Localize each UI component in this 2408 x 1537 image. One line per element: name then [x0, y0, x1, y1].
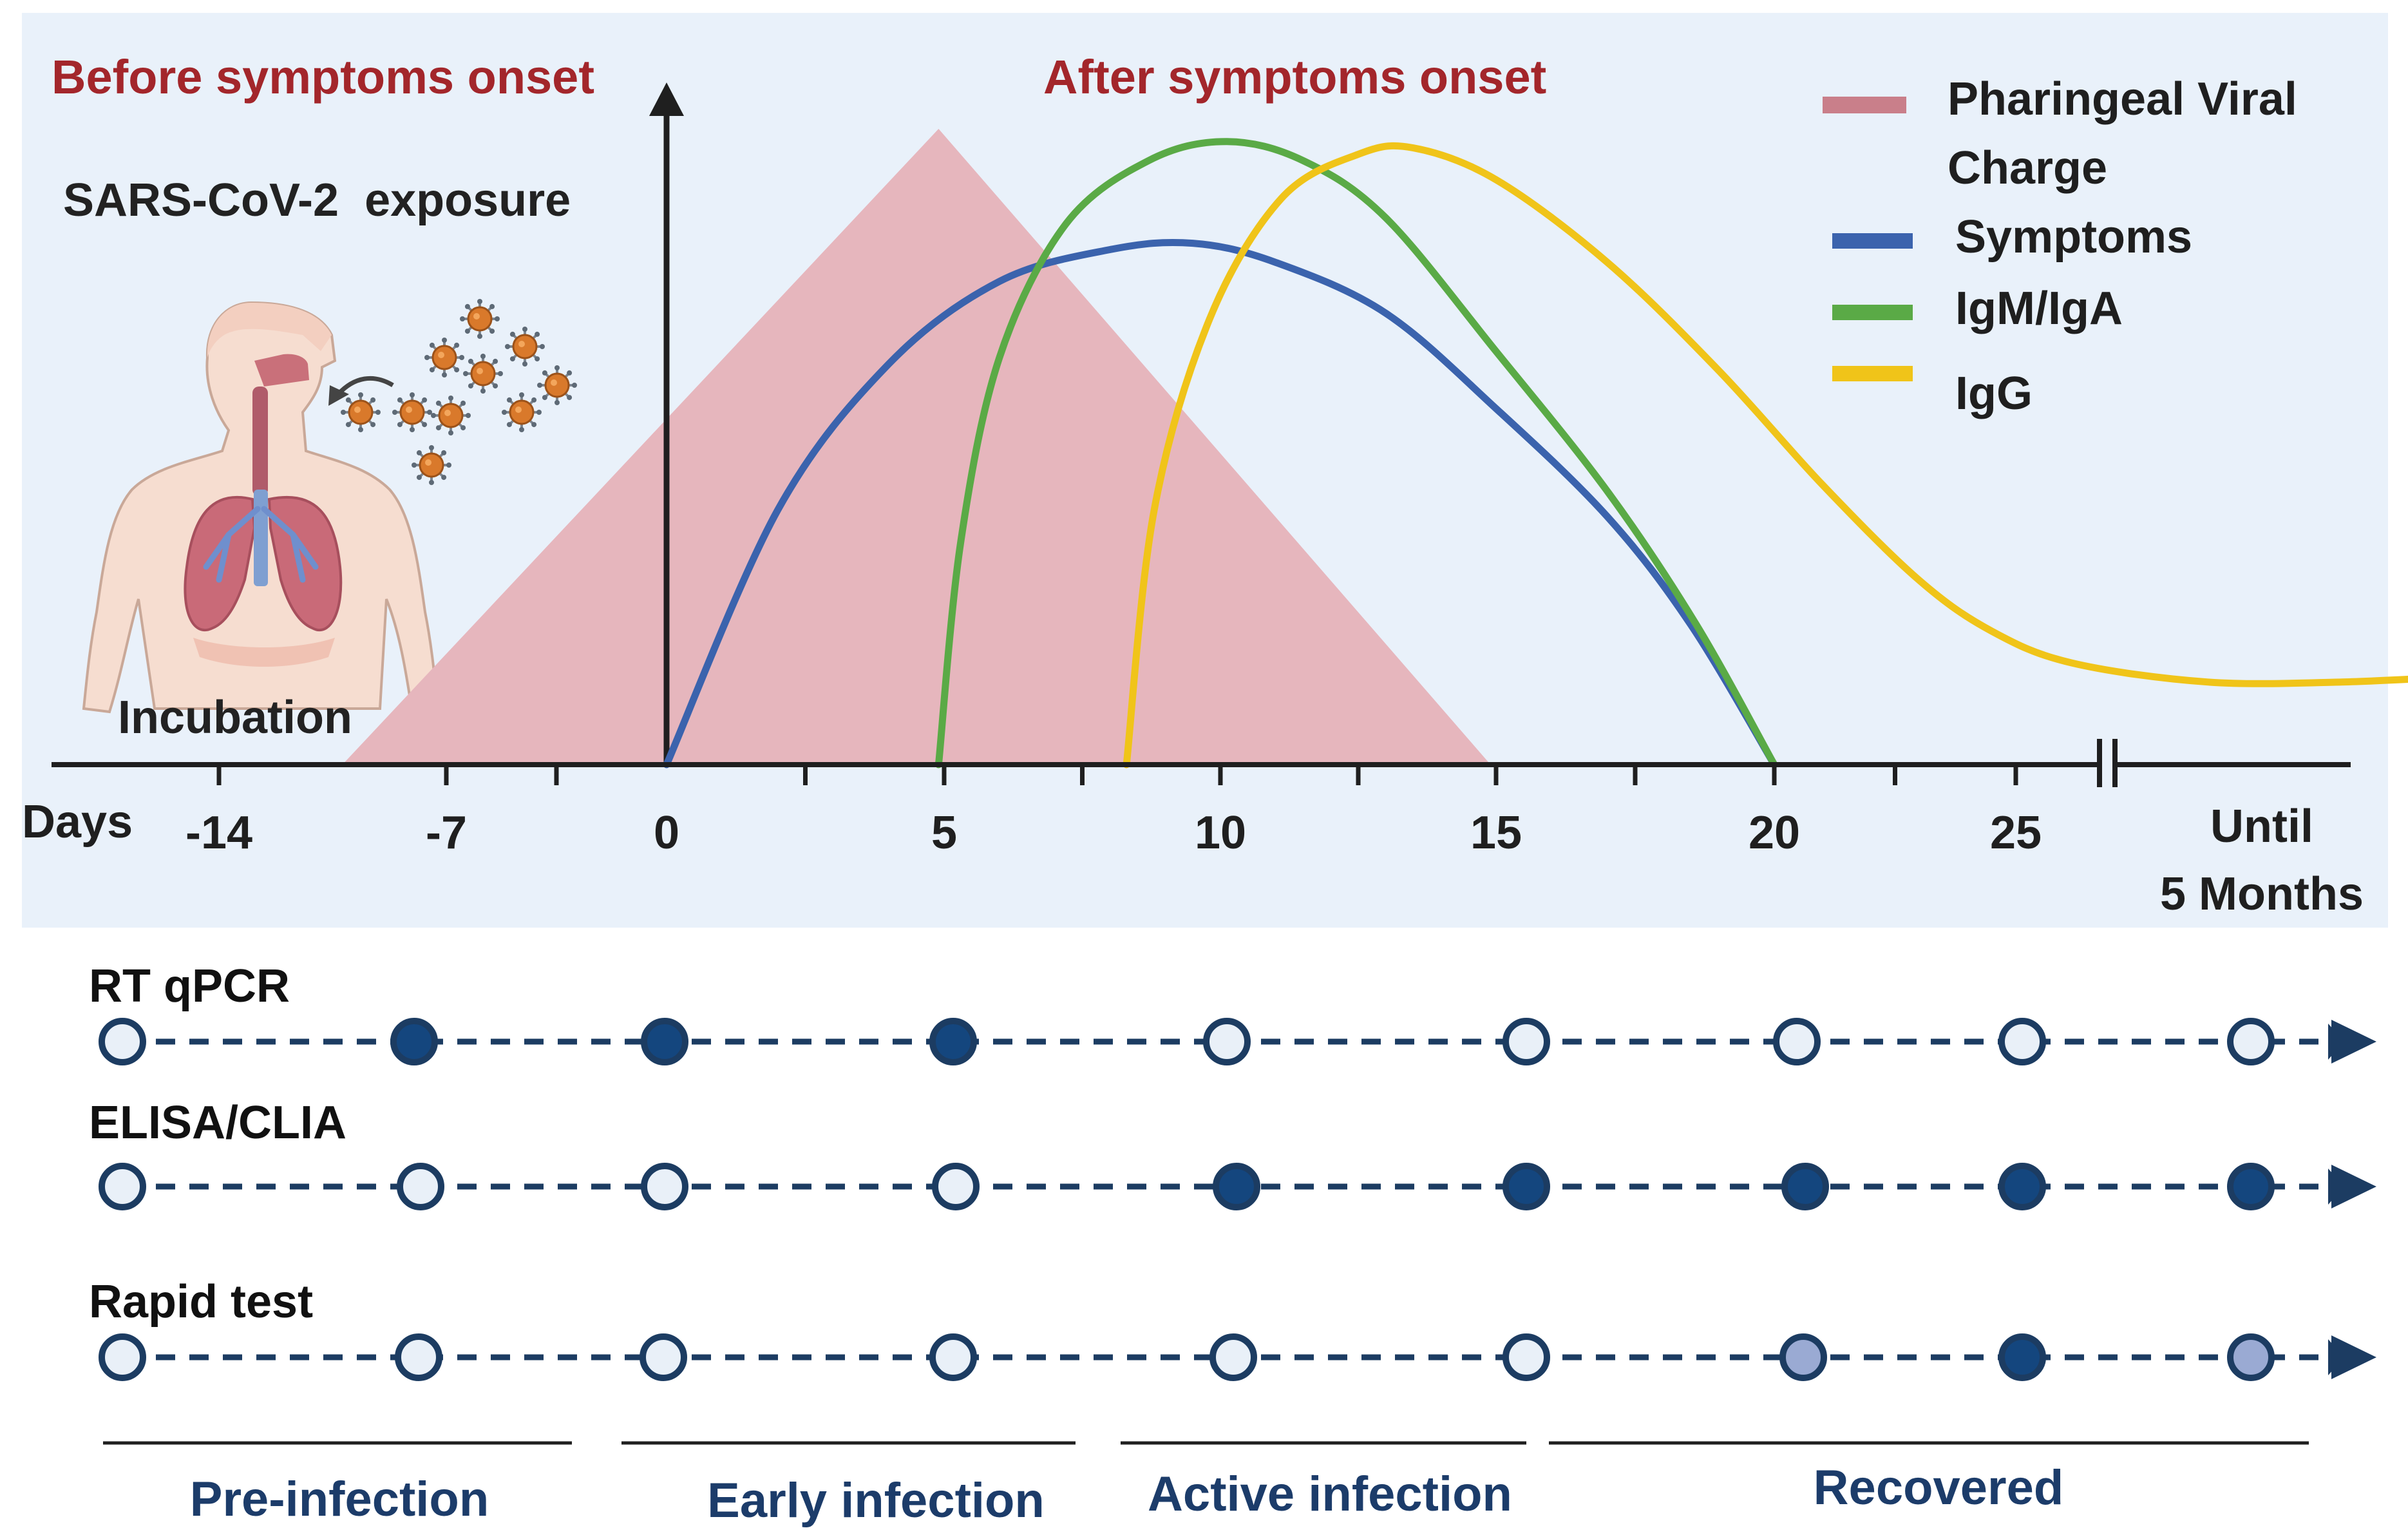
- virus-particle-icon: [341, 392, 381, 432]
- virus-particle-icon: [505, 327, 545, 367]
- legend-igg-swatch: [1832, 366, 1913, 381]
- x-tick-label: 10: [1195, 807, 1246, 859]
- virus-particle-icon: [460, 299, 500, 339]
- x-tick-label: 15: [1470, 807, 1522, 859]
- x-end-label: 5 Months: [2160, 868, 2364, 920]
- phase-label: Recovered: [1814, 1460, 2064, 1515]
- phase-label: Early infection: [707, 1473, 1045, 1528]
- test-row: Rapid test: [89, 1276, 2376, 1381]
- phase-label: Active infection: [1148, 1467, 1512, 1522]
- test-result-marker-pos: [1781, 1163, 1829, 1210]
- test-result-marker-neg: [1998, 1018, 2046, 1065]
- test-result-marker-neg: [1209, 1333, 1257, 1381]
- test-result-marker-neg: [1203, 1018, 1251, 1065]
- legend: Pharingeal Viral Charge Symptoms IgM/IgA IgG: [1823, 73, 2297, 419]
- igg-curve: [1123, 142, 2408, 769]
- x-tick-label: 5: [931, 807, 957, 859]
- exposure-label: SARS-CoV-2 exposure: [63, 175, 571, 226]
- virus-particle-icon: [537, 365, 577, 405]
- legend-item: Pharingeal Viral Charge: [1823, 73, 2297, 194]
- test-row: RT qPCR: [89, 960, 2376, 1065]
- phase-3: Active infection: [1121, 1441, 1526, 1522]
- legend-label: Pharingeal Viral: [1948, 73, 2297, 125]
- legend-igm-swatch: [1832, 305, 1913, 320]
- inhalation-arrow-icon: [336, 376, 394, 396]
- viral-charge-area: [342, 129, 1491, 765]
- test-result-marker-pos: [390, 1018, 438, 1065]
- test-result-marker-neg: [1773, 1018, 1821, 1065]
- phase-4: Recovered: [1549, 1441, 2309, 1515]
- test-result-marker-neg: [640, 1333, 687, 1381]
- test-result-marker-neg: [1503, 1333, 1550, 1381]
- x-tick-label: 0: [654, 807, 679, 859]
- test-result-marker-pos: [1998, 1333, 2046, 1381]
- timeline-arrowhead-icon: [2331, 1020, 2376, 1064]
- test-result-marker-neg: [1503, 1018, 1550, 1065]
- legend-label: Charge: [1948, 142, 2107, 194]
- timeline-chart: Days -14 -7 0 5 10 15 20 25 Until 5 Months: [22, 82, 2408, 920]
- x-end-label: Until: [2210, 801, 2313, 852]
- virus-particle-icon: [392, 392, 432, 432]
- phase-1: Pre-infection: [103, 1441, 572, 1527]
- test-result-marker-pos: [1213, 1163, 1260, 1210]
- x-tick-label: -7: [426, 807, 467, 859]
- legend-item: IgM/IgA: [1832, 283, 2123, 334]
- test-result-marker-neg: [932, 1163, 980, 1210]
- diagnostic-tests: RT qPCR ELISA/CLIA Rapid test: [89, 960, 2376, 1381]
- phase-2: Early infection: [621, 1441, 1076, 1528]
- test-result-marker-neg: [395, 1333, 442, 1381]
- symptoms-curve: [663, 238, 1778, 769]
- timeline-arrowhead-icon: [2331, 1165, 2376, 1208]
- test-result-marker-neg: [99, 1018, 146, 1065]
- igm-iga-curve: [934, 138, 1778, 769]
- x-tick-label: -14: [185, 807, 252, 859]
- infection-phases: Pre-infection Early infection Active infec…: [103, 1441, 2309, 1528]
- test-result-marker-neg: [929, 1333, 977, 1381]
- test-result-marker-pos: [1503, 1163, 1550, 1210]
- test-result-marker-weak: [2227, 1333, 2275, 1381]
- test-result-marker-pos: [641, 1018, 688, 1065]
- timeline-arrowhead-icon: [2331, 1335, 2376, 1379]
- test-result-marker-neg: [99, 1333, 146, 1381]
- x-tick-label: 25: [1990, 807, 2042, 859]
- phase-label: Pre-infection: [190, 1472, 489, 1527]
- virus-particle-icon: [431, 396, 471, 435]
- test-result-marker-neg: [99, 1163, 146, 1210]
- test-result-marker-neg: [397, 1163, 444, 1210]
- test-result-marker-pos: [2227, 1163, 2275, 1210]
- test-result-marker-pos: [1998, 1163, 2046, 1210]
- legend-viral-charge-swatch: [1823, 97, 1906, 113]
- test-row: ELISA/CLIA: [89, 1097, 2376, 1210]
- test-result-marker-weak: [1779, 1333, 1827, 1381]
- legend-label: Symptoms: [1955, 211, 2192, 263]
- x-axis-label: Days: [22, 796, 133, 848]
- virus-particle-icon: [412, 445, 451, 485]
- test-name-label: Rapid test: [89, 1276, 313, 1328]
- inhalation-arrowhead-icon: [328, 385, 349, 406]
- test-name-label: RT qPCR: [89, 960, 290, 1012]
- test-result-marker-pos: [929, 1018, 977, 1065]
- test-result-marker-neg: [2227, 1018, 2275, 1065]
- header-before-onset: Before symptoms onset: [52, 50, 594, 104]
- legend-symptoms-swatch: [1832, 233, 1913, 249]
- virus-particles-icon: [341, 299, 577, 485]
- virus-particle-icon: [424, 338, 464, 377]
- human-lungs-icon: [82, 301, 440, 714]
- test-result-marker-neg: [641, 1163, 688, 1210]
- legend-label: IgM/IgA: [1955, 283, 2123, 334]
- x-tick-label: 20: [1749, 807, 1800, 859]
- y-axis-arrowhead-icon: [649, 82, 684, 116]
- legend-item: IgG: [1832, 366, 2033, 419]
- legend-item: Symptoms: [1832, 211, 2192, 263]
- legend-label: IgG: [1955, 368, 2033, 419]
- incubation-label: Incubation: [118, 692, 352, 743]
- header-after-onset: After symptoms onset: [1043, 50, 1546, 104]
- test-name-label: ELISA/CLIA: [89, 1097, 346, 1149]
- virus-particle-icon: [463, 354, 503, 394]
- virus-particle-icon: [502, 392, 542, 432]
